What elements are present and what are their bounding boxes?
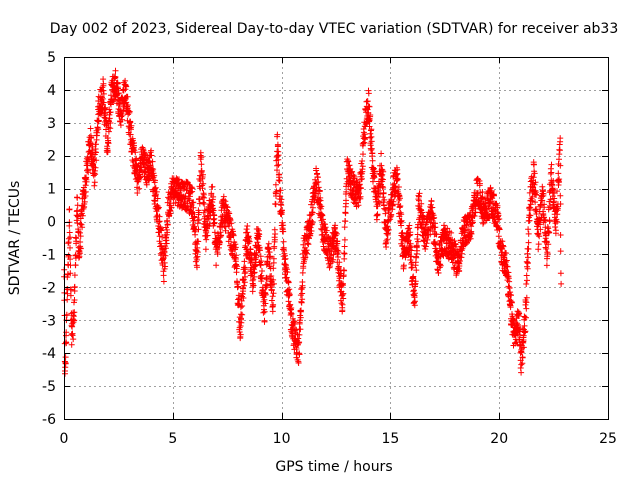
y-tick-label: -6 bbox=[42, 412, 56, 428]
y-tick-label: -1 bbox=[42, 247, 56, 263]
x-tick-label: 20 bbox=[490, 431, 508, 447]
y-tick-label: 2 bbox=[47, 149, 56, 165]
y-tick-label: 5 bbox=[47, 50, 56, 66]
data-point-markers bbox=[61, 67, 565, 377]
x-tick-label: 15 bbox=[381, 431, 399, 447]
data-points bbox=[61, 67, 565, 377]
y-tick-label: 3 bbox=[47, 116, 56, 132]
y-tick-labels: -6 -5 -4 -3 -2 -1 0 1 2 3 4 5 bbox=[42, 50, 56, 428]
y-tick-label: 1 bbox=[47, 182, 56, 198]
y-axis-label: SDTVAR / TECUs bbox=[7, 181, 23, 296]
x-tick-label: 5 bbox=[168, 431, 177, 447]
y-tick-label: -3 bbox=[42, 313, 56, 329]
x-tick-label: 10 bbox=[273, 431, 291, 447]
plot-frame bbox=[64, 57, 609, 420]
x-tick-label: 0 bbox=[60, 431, 69, 447]
y-tick-label: -4 bbox=[42, 346, 56, 362]
chart-title: Day 002 of 2023, Sidereal Day-to-day VTE… bbox=[50, 21, 619, 37]
x-axis-label: GPS time / hours bbox=[275, 459, 392, 475]
y-tick-label: 4 bbox=[47, 83, 56, 99]
y-tick-label: -2 bbox=[42, 280, 56, 296]
y-tick-label: -5 bbox=[42, 379, 56, 395]
x-tick-labels: 0 5 10 15 20 25 bbox=[60, 431, 617, 447]
x-tick-label: 25 bbox=[599, 431, 617, 447]
y-tick-label: 0 bbox=[47, 215, 56, 231]
